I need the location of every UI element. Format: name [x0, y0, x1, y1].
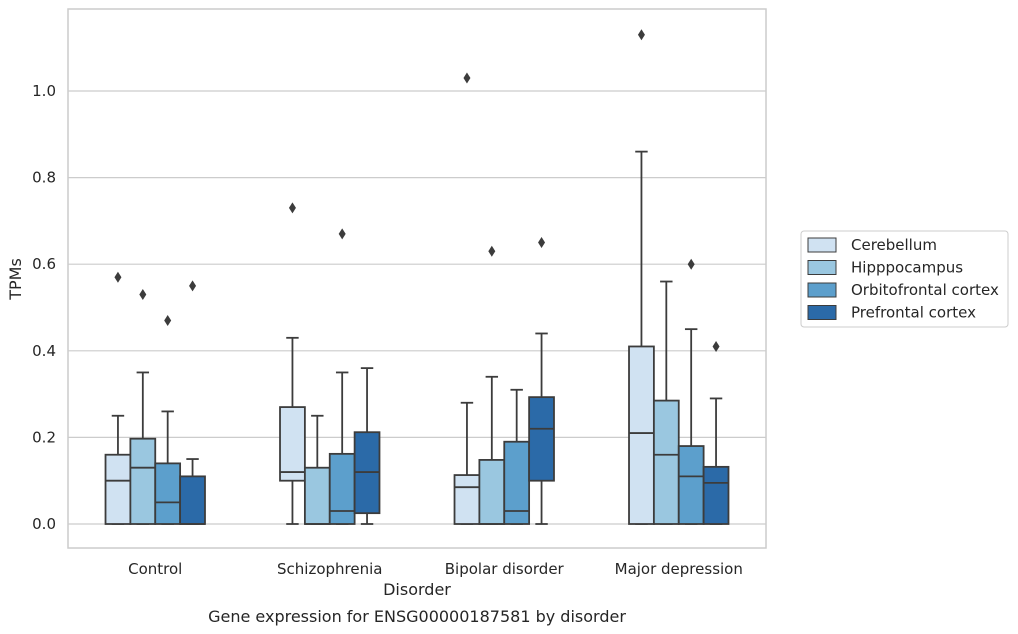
box-body	[154, 462, 182, 525]
box-orbitofrontal-cortex	[677, 258, 705, 525]
chart-caption: Gene expression for ENSG00000187581 by d…	[208, 607, 626, 626]
y-tick-label: 0.6	[32, 255, 56, 273]
box-prefrontal-cortex	[702, 340, 730, 525]
legend-swatch	[807, 305, 837, 320]
outlier-point	[114, 271, 122, 283]
box-cerebellum	[279, 202, 306, 525]
box-body	[328, 452, 356, 525]
box-orbitofrontal-cortex	[154, 314, 182, 525]
box-body	[652, 399, 680, 525]
box-body	[104, 453, 132, 525]
box-cerebellum	[628, 29, 655, 525]
y-tick-label: 1.0	[32, 82, 56, 100]
outlier-point	[687, 258, 695, 270]
box-hipppocampus	[303, 414, 331, 525]
x-tick-label: Major depression	[615, 560, 743, 578]
box-body	[478, 459, 506, 525]
plot-frame	[67, 8, 767, 549]
box-orbitofrontal-cortex	[503, 388, 531, 525]
x-tick-label: Control	[128, 560, 182, 578]
y-tick-label: 0.0	[32, 515, 56, 533]
box-body	[303, 466, 331, 525]
box-cerebellum	[104, 271, 132, 525]
outlier-point	[712, 340, 720, 352]
outlier-point	[189, 280, 197, 292]
legend-frame	[800, 230, 1009, 328]
box-hipppocampus	[652, 280, 680, 525]
outlier-point	[338, 228, 346, 240]
box-body	[453, 474, 481, 525]
outlier-point	[139, 289, 147, 301]
outlier-point	[288, 202, 296, 214]
box-prefrontal-cortex	[528, 237, 555, 525]
x-axis-title: Disorder	[383, 580, 451, 599]
legend-swatch	[807, 237, 837, 253]
box-body	[279, 406, 306, 482]
box-prefrontal-cortex	[179, 280, 206, 525]
outlier-point	[463, 72, 471, 84]
box-prefrontal-cortex	[353, 367, 381, 525]
y-tick-label: 0.4	[32, 342, 56, 360]
x-tick-label: Bipolar disorder	[445, 560, 565, 578]
legend-label: Cerebellum	[851, 236, 937, 254]
box-body	[179, 475, 206, 525]
outlier-point	[538, 237, 546, 249]
legend-swatch	[807, 260, 837, 275]
x-tick-label: Schizophrenia	[277, 560, 382, 578]
boxes-layer	[104, 29, 730, 525]
y-axis-title: TPMs	[6, 258, 25, 301]
box-body	[528, 396, 555, 482]
box-body	[129, 437, 157, 525]
y-tick-labels: 0.0 0.2 0.4 0.6 0.8 1.0	[32, 82, 56, 533]
legend-label: Orbitofrontal cortex	[851, 281, 999, 299]
legend: Cerebellum Hipppocampus Orbitofrontal cort…	[800, 230, 1009, 328]
x-tick-labels: Control Schizophrenia Bipolar disorder Majo…	[128, 560, 743, 578]
legend-swatch	[807, 282, 837, 298]
box-body	[677, 445, 705, 525]
box-body	[702, 465, 730, 525]
legend-label: Hipppocampus	[851, 259, 963, 277]
y-tick-label: 0.2	[32, 428, 56, 446]
outlier-point	[488, 245, 496, 257]
legend-label: Prefrontal cortex	[851, 304, 976, 322]
box-hipppocampus	[478, 245, 506, 525]
outlier-point	[164, 314, 172, 326]
outlier-point	[637, 29, 645, 41]
y-tick-label: 0.8	[32, 169, 56, 187]
box-body	[628, 345, 655, 525]
